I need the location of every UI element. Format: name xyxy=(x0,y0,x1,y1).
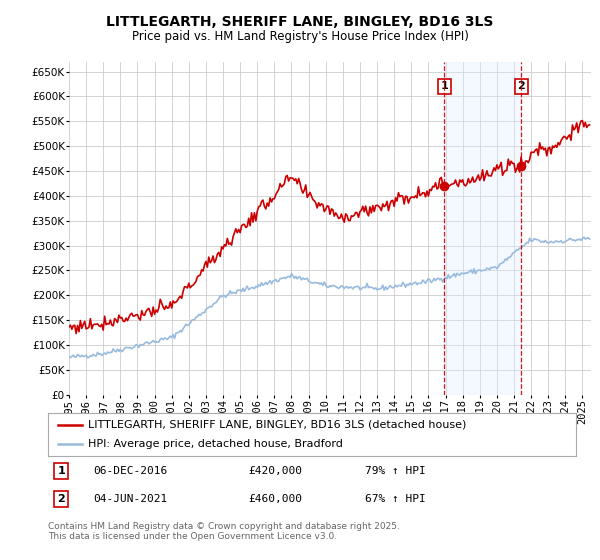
Text: 2: 2 xyxy=(58,494,65,504)
Text: 67% ↑ HPI: 67% ↑ HPI xyxy=(365,494,425,504)
Text: 1: 1 xyxy=(440,81,448,91)
Text: 79% ↑ HPI: 79% ↑ HPI xyxy=(365,466,425,476)
Text: £460,000: £460,000 xyxy=(248,494,302,504)
Text: 06-DEC-2016: 06-DEC-2016 xyxy=(93,466,167,476)
Text: Price paid vs. HM Land Registry's House Price Index (HPI): Price paid vs. HM Land Registry's House … xyxy=(131,30,469,44)
Bar xyxy=(444,62,521,395)
Text: 04-JUN-2021: 04-JUN-2021 xyxy=(93,494,167,504)
Text: 1: 1 xyxy=(58,466,65,476)
Text: LITTLEGARTH, SHERIFF LANE, BINGLEY, BD16 3LS: LITTLEGARTH, SHERIFF LANE, BINGLEY, BD16… xyxy=(106,15,494,29)
Text: HPI: Average price, detached house, Bradford: HPI: Average price, detached house, Brad… xyxy=(88,439,343,449)
Text: £420,000: £420,000 xyxy=(248,466,302,476)
Text: 2: 2 xyxy=(517,81,525,91)
Text: Contains HM Land Registry data © Crown copyright and database right 2025.
This d: Contains HM Land Registry data © Crown c… xyxy=(48,522,400,542)
Text: LITTLEGARTH, SHERIFF LANE, BINGLEY, BD16 3LS (detached house): LITTLEGARTH, SHERIFF LANE, BINGLEY, BD16… xyxy=(88,420,466,430)
